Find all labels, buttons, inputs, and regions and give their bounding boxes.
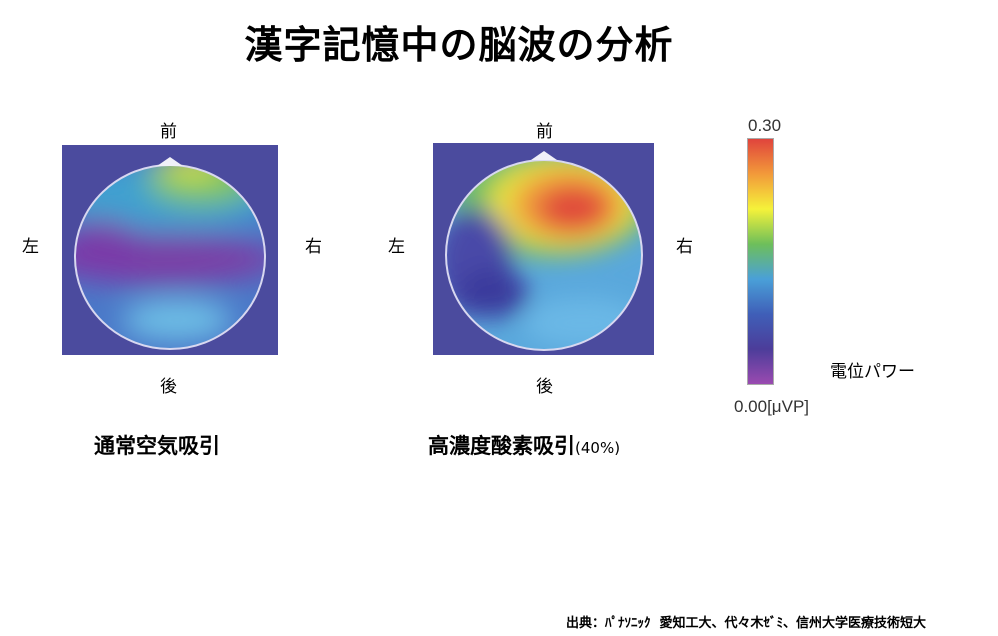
- source-credit: 出典：ﾊﾟﾅｿﾆｯｸ 愛知工大、代々木ｾﾞﾐ、信州大学医療技術短大: [566, 616, 927, 631]
- label-right: 右: [676, 237, 693, 257]
- colorbar: [747, 138, 774, 385]
- page-title: 漢字記憶中の脳波の分析: [244, 23, 674, 67]
- label-back: 後: [160, 377, 177, 397]
- caption-note: (40%): [575, 439, 621, 457]
- caption-high-oxygen: 高濃度酸素吸引(40%): [428, 430, 620, 460]
- colorbar-min-label: 0.00[μVP]: [734, 397, 810, 416]
- label-front: 前: [536, 122, 553, 142]
- colorbar-title: 電位パワー: [830, 362, 915, 382]
- label-left: 左: [22, 237, 39, 257]
- label-right: 右: [305, 237, 322, 257]
- label-front: 前: [160, 122, 177, 142]
- colorbar-max-label: 0.30: [748, 116, 782, 135]
- label-left: 左: [388, 237, 405, 257]
- caption-text: 高濃度酸素吸引: [428, 434, 575, 458]
- caption-normal-air: 通常空気吸引: [94, 434, 220, 458]
- label-back: 後: [536, 377, 553, 397]
- brain-map-high-oxygen: [433, 143, 654, 355]
- brain-map-normal-air: [62, 145, 278, 355]
